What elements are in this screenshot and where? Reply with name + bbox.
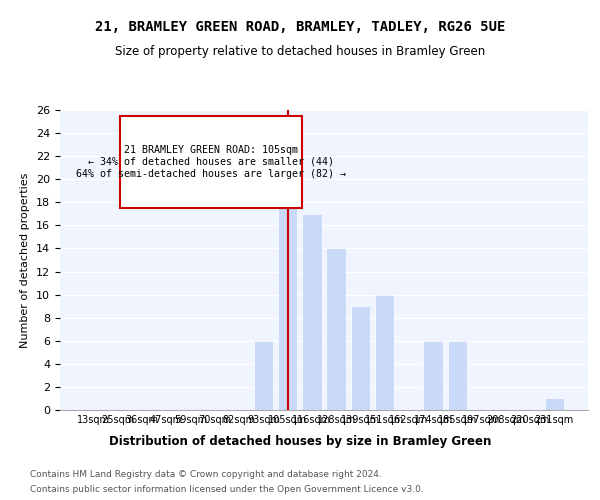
Bar (326, 248, 346, 410)
Bar (424, 341, 443, 410)
Bar (448, 341, 467, 410)
Bar (302, 214, 322, 410)
Bar (375, 294, 394, 410)
Bar (278, 168, 298, 410)
Text: 21 BRAMLEY GREEN ROAD: 105sqm
← 34% of detached houses are smaller (44)
64% of s: 21 BRAMLEY GREEN ROAD: 105sqm ← 34% of d… (76, 146, 346, 178)
Text: Contains HM Land Registry data © Crown copyright and database right 2024.: Contains HM Land Registry data © Crown c… (30, 470, 382, 479)
Bar (121, 116, 302, 208)
Text: 21, BRAMLEY GREEN ROAD, BRAMLEY, TADLEY, RG26 5UE: 21, BRAMLEY GREEN ROAD, BRAMLEY, TADLEY,… (95, 20, 505, 34)
Text: Distribution of detached houses by size in Bramley Green: Distribution of detached houses by size … (109, 435, 491, 448)
Bar (545, 398, 564, 410)
Bar (350, 306, 370, 410)
Y-axis label: Number of detached properties: Number of detached properties (20, 172, 31, 348)
Bar (254, 341, 273, 410)
Text: Contains public sector information licensed under the Open Government Licence v3: Contains public sector information licen… (30, 485, 424, 494)
Text: Size of property relative to detached houses in Bramley Green: Size of property relative to detached ho… (115, 45, 485, 58)
